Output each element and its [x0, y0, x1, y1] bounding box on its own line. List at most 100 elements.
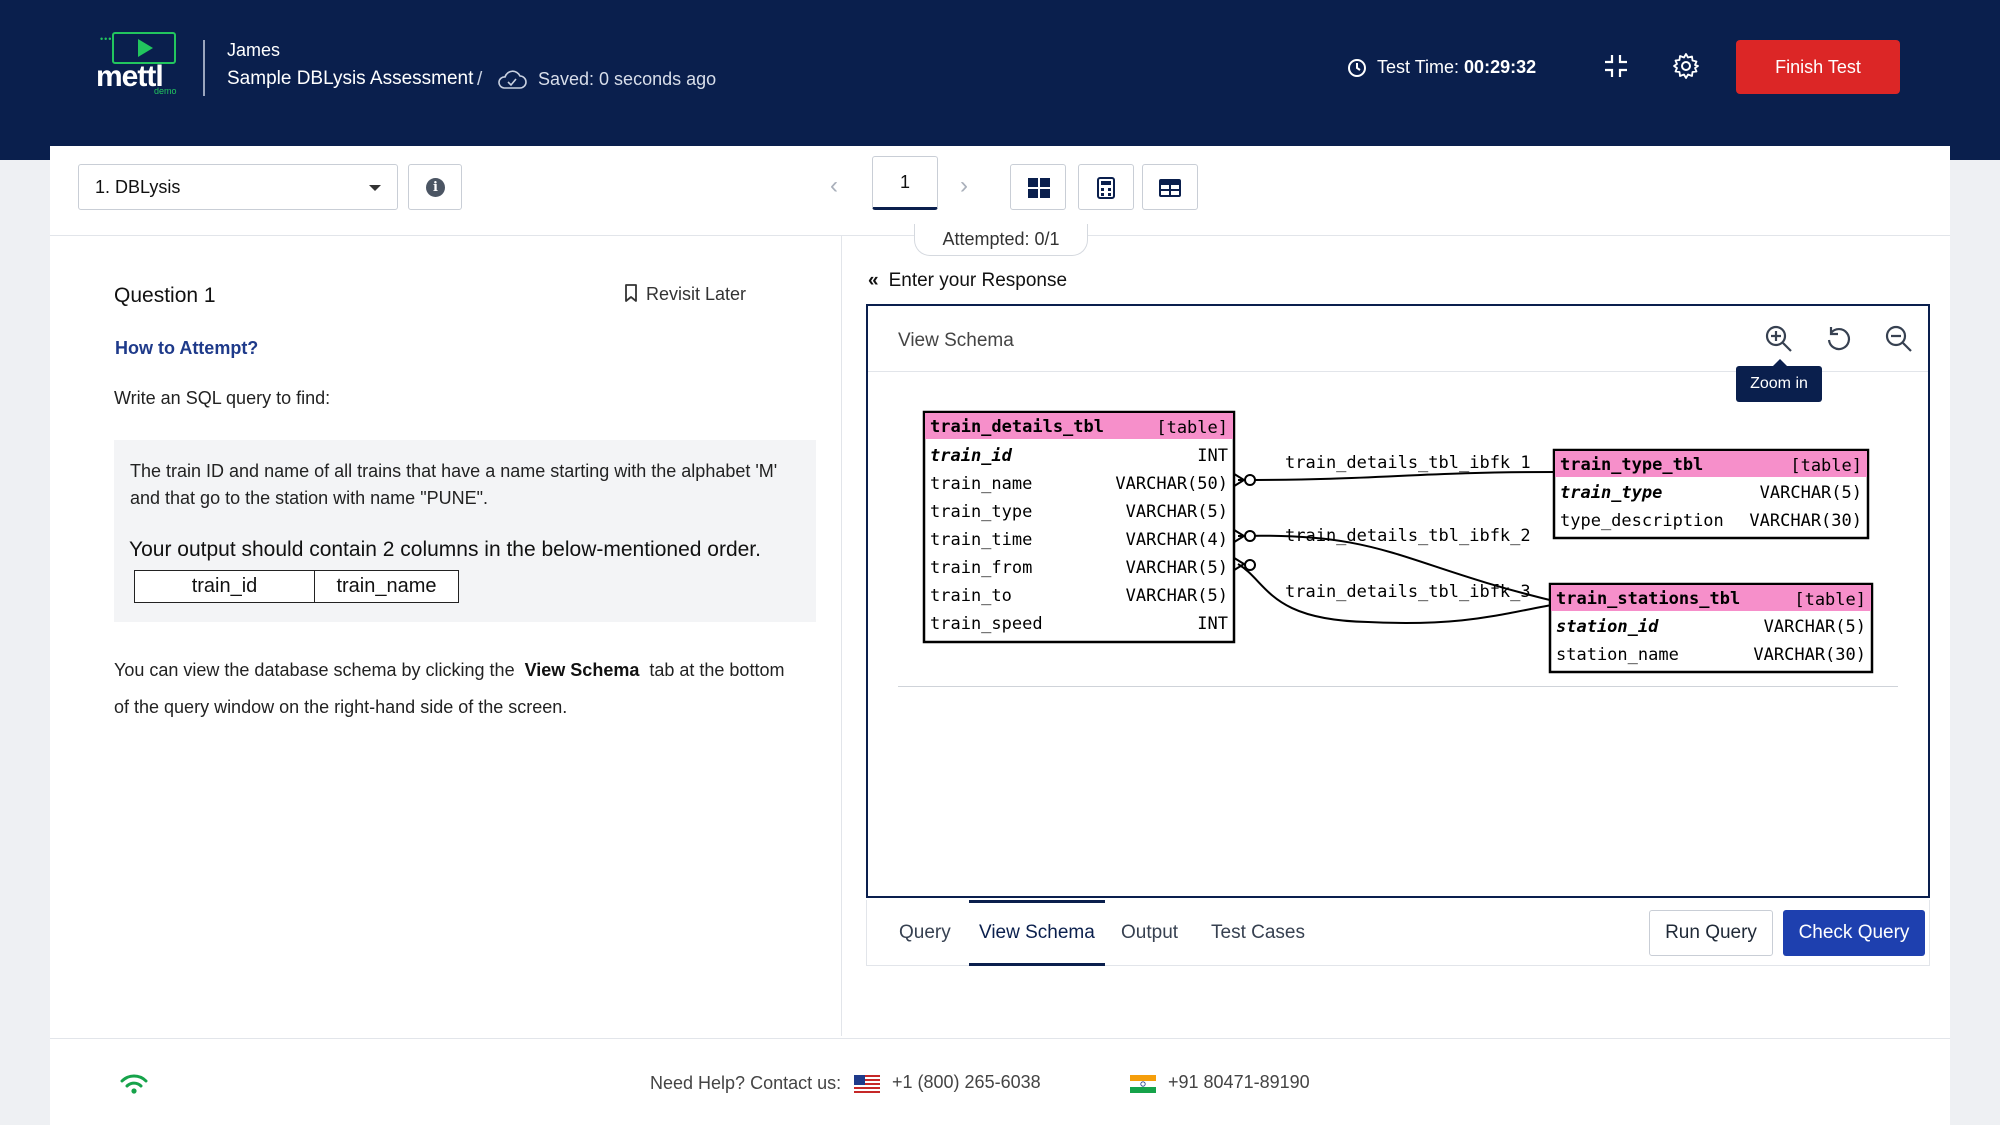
india-phone[interactable]: +91 80471-89190 [1168, 1072, 1310, 1092]
svg-text:VARCHAR(5): VARCHAR(5) [1764, 617, 1866, 637]
svg-text:train_id: train_id [930, 446, 1013, 466]
footer: Need Help? Contact us: +1 (800) 265-6038… [50, 1038, 1950, 1125]
reset-zoom-icon[interactable] [1824, 324, 1854, 354]
relation-line-1 [1237, 471, 1559, 481]
us-flag-icon [854, 1075, 880, 1093]
response-title[interactable]: «Enter your Response [868, 270, 1068, 291]
calculator-button[interactable] [1078, 164, 1134, 210]
question-panel: Question 1 Revisit Later How to Attempt?… [50, 236, 842, 1036]
zoom-in-icon[interactable] [1764, 324, 1794, 354]
svg-text:train_type_tbl: train_type_tbl [1560, 455, 1703, 475]
question-toolbar: 1. DBLysis i ‹ 1 › [50, 146, 1950, 256]
relation-label-2: train_details_tbl_ibfk_2 [1285, 526, 1531, 546]
output-columns-table: train_id train_name [134, 570, 459, 603]
schema-divider [898, 686, 1898, 687]
mettl-logo: ••• mettl demo [96, 32, 177, 96]
question-intro: Write an SQL query to find: [114, 388, 331, 408]
svg-text:station_id: station_id [1556, 617, 1659, 637]
svg-text:VARCHAR(5): VARCHAR(5) [1126, 586, 1228, 606]
relation-label-3: train_details_tbl_ibfk_3 [1285, 582, 1531, 602]
user-name: James [227, 40, 281, 60]
run-query-button[interactable]: Run Query [1649, 910, 1773, 956]
how-to-attempt-link[interactable]: How to Attempt? [115, 338, 259, 358]
question-box: The train ID and name of all trains that… [114, 440, 816, 622]
zoom-in-tooltip: Zoom in [1736, 359, 1822, 402]
svg-text:station_name: station_name [1556, 645, 1679, 665]
svg-text:[table]: [table] [1156, 418, 1228, 438]
svg-text:VARCHAR(50): VARCHAR(50) [1115, 474, 1228, 494]
table-button[interactable] [1142, 164, 1198, 210]
svg-text:train_type: train_type [930, 502, 1032, 522]
table-train-type[interactable]: train_type_tbl [table] train_type VARCHA… [1552, 448, 1870, 540]
output-column-2: train_name [314, 570, 459, 603]
view-schema-note: You can view the database schema by clic… [114, 660, 785, 717]
svg-text:VARCHAR(5): VARCHAR(5) [1126, 558, 1228, 578]
svg-text:train_from: train_from [930, 558, 1032, 578]
exit-fullscreen-icon[interactable] [1603, 53, 1629, 79]
wifi-icon [120, 1074, 148, 1094]
tab-test-cases[interactable]: Test Cases [1211, 922, 1305, 943]
svg-text:VARCHAR(4): VARCHAR(4) [1126, 530, 1228, 550]
svg-text:VARCHAR(5): VARCHAR(5) [1126, 502, 1228, 522]
relation-end-1 [1244, 474, 1256, 486]
cloud-icon [498, 70, 527, 89]
test-time-value: 00:29:32 [1464, 57, 1537, 77]
question-description: The train ID and name of all trains that… [130, 461, 778, 508]
prev-question-icon[interactable]: ‹ [830, 172, 838, 199]
check-query-button[interactable]: Check Query [1783, 910, 1925, 956]
main-card: 1. DBLysis i ‹ 1 › [50, 146, 1950, 1125]
top-header: ••• mettl demo James Sample DBLysis Asse… [0, 0, 2000, 160]
help-text: Need Help? Contact us: [650, 1073, 842, 1093]
table-train-stations[interactable]: train_stations_tbl [table] station_id VA… [1548, 582, 1874, 674]
svg-text:train_speed: train_speed [930, 614, 1043, 634]
question-palette-button[interactable] [1010, 164, 1066, 210]
section-select[interactable]: 1. DBLysis [78, 164, 398, 210]
header-divider [203, 40, 205, 96]
relation-line-2 [1237, 534, 1559, 603]
chevron-down-icon [369, 185, 381, 191]
relation-crow-3 [1230, 555, 1246, 573]
gear-icon[interactable] [1672, 52, 1700, 80]
relation-end-3 [1244, 559, 1256, 571]
svg-text:type_description: type_description [1560, 511, 1724, 531]
info-button[interactable]: i [408, 164, 462, 210]
svg-text:INT: INT [1197, 446, 1228, 466]
output-column-1: train_id [134, 570, 315, 603]
clock-icon [1348, 59, 1366, 77]
svg-text:train_stations_tbl: train_stations_tbl [1556, 589, 1740, 609]
svg-text:train_time: train_time [930, 530, 1032, 550]
svg-text:train_name: train_name [930, 474, 1032, 494]
svg-text:train_to: train_to [930, 586, 1012, 606]
svg-text:train_details_tbl: train_details_tbl [930, 417, 1104, 437]
svg-text:VARCHAR(30): VARCHAR(30) [1749, 511, 1862, 531]
relation-end-2 [1244, 530, 1256, 542]
finish-test-button[interactable]: Finish Test [1736, 40, 1900, 94]
collapse-icon[interactable]: « [868, 270, 879, 291]
attempted-count: Attempted: 0/1 [914, 224, 1088, 256]
calculator-icon [1097, 177, 1115, 199]
svg-text:VARCHAR(30): VARCHAR(30) [1753, 645, 1866, 665]
tab-query[interactable]: Query [899, 922, 951, 943]
schema-viewer: View Schema Zoom in [866, 304, 1930, 898]
saved-status: Saved: 0 seconds ago [538, 69, 717, 89]
header-separator: / [477, 69, 483, 90]
next-question-icon[interactable]: › [960, 172, 968, 199]
revisit-later-button[interactable]: Revisit Later [625, 284, 746, 305]
schema-diagram: train_details_tbl_ibfk_1 train_details_t… [922, 410, 1874, 674]
zoom-out-icon[interactable] [1884, 324, 1914, 354]
schema-label: View Schema [898, 330, 1014, 351]
us-phone[interactable]: +1 (800) 265-6038 [892, 1072, 1041, 1092]
tab-output[interactable]: Output [1121, 922, 1179, 943]
india-flag-icon [1130, 1075, 1156, 1093]
bookmark-icon [625, 284, 637, 302]
table-train-details[interactable]: train_details_tbl [table] train_id INT t… [922, 410, 1236, 644]
tab-view-schema[interactable]: View Schema [969, 900, 1105, 966]
question-title: Question 1 [114, 284, 216, 307]
svg-text:INT: INT [1197, 614, 1228, 634]
question-number-box[interactable]: 1 [872, 156, 938, 210]
svg-text:[table]: [table] [1790, 456, 1862, 476]
relation-line-3 [1237, 563, 1559, 624]
editor-tabs: Query View Schema Output Test Cases Run … [866, 900, 1930, 966]
assessment-title: Sample DBLysis Assessment [227, 68, 474, 89]
svg-text:train_type: train_type [1560, 483, 1662, 503]
